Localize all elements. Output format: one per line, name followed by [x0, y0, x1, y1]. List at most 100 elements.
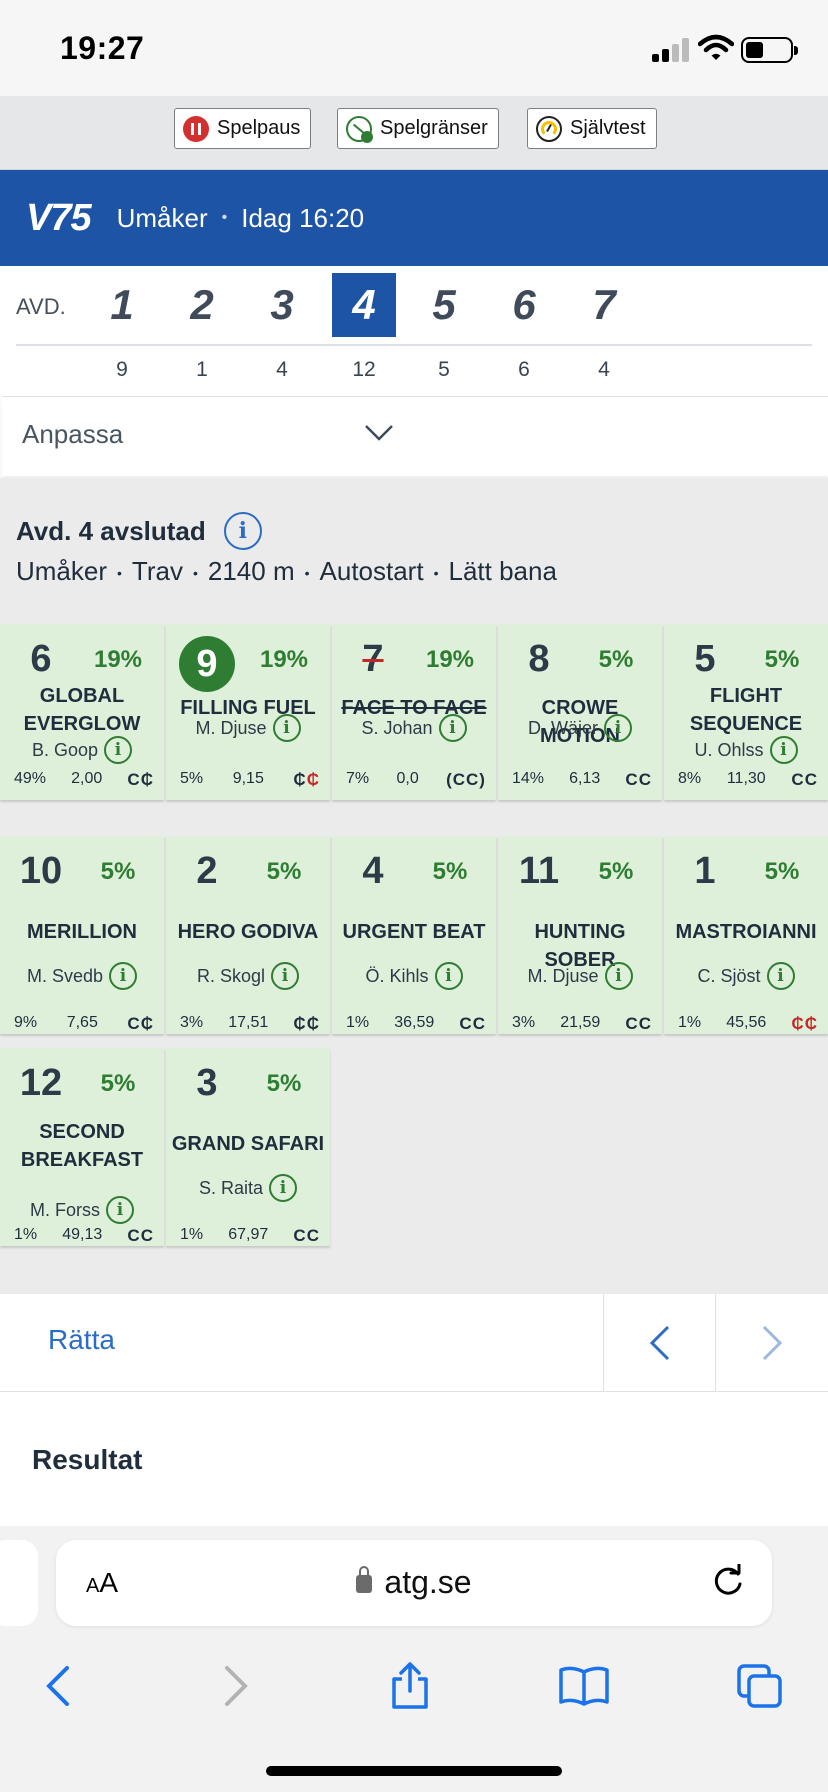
shoe-info: CC [459, 1014, 486, 1034]
driver-name: S. Raita [198, 1177, 264, 1198]
driver-info-icon[interactable]: i [766, 962, 795, 990]
bet-distribution: 49% [14, 770, 47, 787]
previous-tab-preview[interactable] [0, 1540, 38, 1626]
shoe-text: C₵ [127, 770, 154, 789]
horse-card[interactable]: 9 19% FILLING FUEL M. Djuse i 5% 9,15 ₵₵ [166, 624, 330, 800]
driver-info-icon[interactable]: i [769, 736, 798, 764]
horse-stats: 9% 7,65 C₵ [0, 1014, 164, 1034]
horse-stats: 3% 21,59 CC [498, 1014, 662, 1034]
horse-driver: C. Sjöst i [664, 962, 828, 990]
leg-2-count: 1 [196, 358, 208, 381]
leg-5-tab[interactable]: 5 [432, 281, 456, 328]
horse-name: FILLING FUEL [180, 697, 316, 719]
sjalvtest-button[interactable]: Självtest [527, 108, 657, 149]
reload-icon[interactable] [710, 1564, 746, 1600]
horse-odds: 9,15 [232, 770, 264, 787]
driver-name: S. Johan [361, 717, 433, 738]
spelgranser-button[interactable]: Spelgränser [337, 108, 499, 149]
horse-stats: 1% 45,56 ₵₵ [664, 1014, 828, 1034]
horse-name: GRAND SAFARI [171, 1133, 325, 1155]
text-size-button[interactable]: AA [86, 1567, 119, 1598]
prev-button[interactable] [603, 1294, 715, 1392]
home-indicator [266, 1766, 562, 1776]
horse-stats: 49% 2,00 C₵ [0, 770, 164, 790]
horse-card[interactable]: 3 5% GRAND SAFARI S. Raita i 1% 67,97 CC [166, 1048, 330, 1246]
back-button[interactable] [28, 1656, 88, 1716]
share-icon [392, 1662, 428, 1709]
next-button[interactable] [715, 1294, 827, 1392]
leg-3-tab[interactable]: 3 [270, 281, 294, 328]
tabs-button[interactable] [730, 1656, 790, 1716]
horse-odds: 0,0 [396, 770, 419, 787]
driver-name: R. Skogl [196, 965, 266, 986]
race-info-icon[interactable]: i [223, 512, 262, 550]
horse-name: SECOND BREAKFAST [20, 1121, 144, 1171]
driver-info-icon[interactable]: i [604, 714, 632, 742]
shoe-text: ₵ [293, 770, 307, 789]
chevron-down-icon [365, 425, 393, 441]
horse-card[interactable]: 4 5% URGENT BEAT Ö. Kihls i 1% 36,59 CC [332, 836, 496, 1034]
horse-start-number: 7 [362, 638, 384, 680]
leg-7-tab[interactable]: 7 [592, 281, 616, 328]
race-track: Umåker [16, 556, 108, 586]
horse-percentage: 5% [100, 1070, 136, 1097]
browser-toolbar [0, 1636, 828, 1792]
horse-card[interactable]: 11 5% HUNTING SOBER M. Djuse i 3% 21,59 CC [498, 836, 662, 1034]
horse-percentage: 5% [598, 646, 634, 673]
shoe-info: CC [127, 1226, 154, 1246]
driver-info-icon[interactable]: i [604, 962, 633, 990]
horse-card[interactable]: 10 5% MERILLION M. Svedb i 9% 7,65 C₵ [0, 836, 164, 1034]
address-bar[interactable]: AA atg.se [56, 1540, 772, 1626]
shoe-info: C₵ [127, 770, 154, 790]
horse-driver: M. Forss i [0, 1196, 164, 1224]
horse-stats: 1% 67,97 CC [166, 1226, 330, 1246]
horse-card[interactable]: 2 5% HERO GODIVA R. Skogl i 3% 17,51 ₵₵ [166, 836, 330, 1034]
driver-info-icon[interactable]: i [109, 962, 138, 990]
horse-stats: 8% 11,30 CC [664, 770, 828, 790]
horse-percentage: 5% [266, 858, 302, 885]
shoe-text: (CC) [446, 770, 486, 789]
leg-2-tab[interactable]: 2 [190, 281, 214, 328]
horse-percentage: 5% [764, 646, 800, 673]
driver-info-icon[interactable]: i [272, 714, 301, 742]
bet-distribution: 1% [14, 1226, 38, 1243]
driver-info-icon[interactable]: i [104, 736, 133, 764]
horse-odds: 36,59 [394, 1014, 435, 1031]
spelpaus-button[interactable]: Spelpaus [174, 108, 312, 149]
horse-card[interactable]: 1 5% MASTROIANNI C. Sjöst i 1% 45,56 ₵₵ [664, 836, 828, 1034]
forward-button[interactable] [206, 1656, 266, 1716]
driver-info-icon[interactable]: i [106, 1196, 134, 1224]
horse-card[interactable]: 8 5% CROWE MOTION D. Wäjer i 14% 6,13 CC [498, 624, 662, 800]
book-icon [559, 1666, 609, 1706]
leg-4-tab[interactable]: 4 [332, 273, 396, 337]
driver-info-icon[interactable]: i [269, 1174, 298, 1202]
race-details: Umåker • Trav • 2140 m • Autostart • Lätt bana [16, 556, 557, 587]
driver-info-icon[interactable]: i [438, 714, 467, 742]
url-display[interactable]: atg.se [56, 1564, 772, 1601]
shoe-text-red: ₵₵ [791, 1014, 818, 1033]
shoe-info: CC [625, 770, 652, 790]
race-title: Avd. 4 avslutad i [16, 512, 262, 550]
driver-info-icon[interactable]: i [434, 962, 463, 990]
leg-1-tab[interactable]: 1 [110, 281, 134, 328]
race-status-text: Avd. 4 avslutad [16, 515, 206, 546]
sjalvtest-label: Självtest [570, 117, 646, 139]
horse-card[interactable]: 5 5% FLIGHT SEQUENCE U. Ohlss i 8% 11,30 CC [664, 624, 828, 800]
horse-driver: M. Svedb i [0, 962, 164, 990]
shoe-info: ₵₵ [791, 1014, 818, 1034]
dot-separator: • [304, 565, 310, 582]
driver-info-icon[interactable]: i [271, 962, 300, 990]
bookmarks-button[interactable] [554, 1656, 614, 1716]
driver-name: B. Goop [31, 739, 99, 760]
horse-card[interactable]: 7 19% FACE TO FACE S. Johan i 7% 0,0 (CC) [332, 624, 496, 800]
correct-button[interactable]: Rätta [48, 1324, 115, 1355]
horse-name: FLIGHT SEQUENCE [689, 685, 803, 735]
horse-percentage: 19% [93, 646, 143, 673]
customize-dropdown[interactable]: Anpassa [2, 396, 828, 476]
horse-card[interactable]: 12 5% SECOND BREAKFAST M. Forss i 1% 49,13 CC [0, 1048, 164, 1246]
leg-6-tab[interactable]: 6 [512, 281, 536, 328]
horse-driver: S. Raita i [166, 1174, 330, 1202]
horse-card[interactable]: 6 19% GLOBAL EVERGLOW B. Goop i 49% 2,00 C₵ [0, 624, 164, 800]
share-button[interactable] [380, 1656, 440, 1716]
horse-stats: 7% 0,0 (CC) [332, 770, 496, 790]
